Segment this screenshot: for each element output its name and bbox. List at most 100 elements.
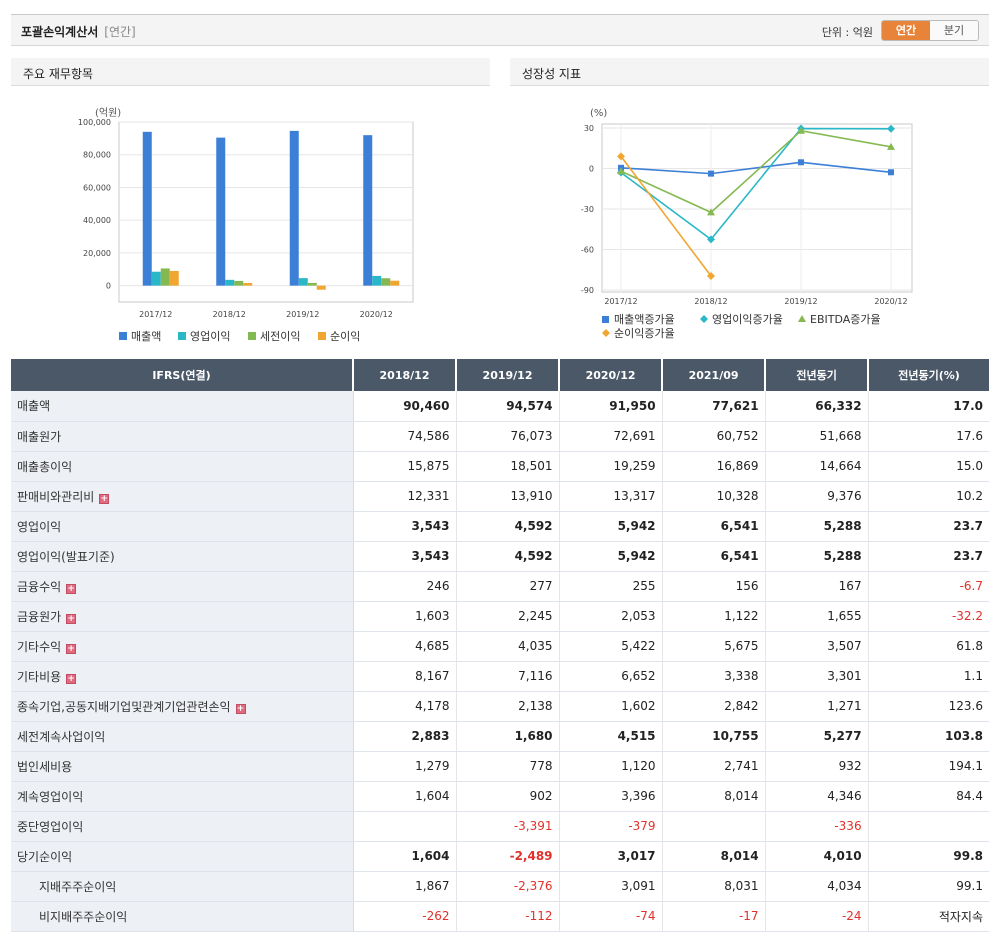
table-cell: 1,680 xyxy=(455,720,560,752)
table-row: 기타수익 +4,685 4,035 5,422 5,675 3,507 61.8 xyxy=(11,631,989,662)
table-cell: 4,346 xyxy=(764,781,869,812)
table-cell: 13,317 xyxy=(558,481,663,512)
row-label-text: 당기순이익 xyxy=(17,849,73,864)
expand-plus-icon[interactable]: + xyxy=(66,643,77,654)
table-cell: 1,867 xyxy=(352,871,457,902)
bar xyxy=(307,282,317,286)
row-label: 매출원가 xyxy=(11,421,354,452)
expand-plus-icon[interactable]: + xyxy=(66,613,77,624)
table-cell: 277 xyxy=(455,571,560,602)
row-label-text: 세전계속사업이익 xyxy=(17,729,106,744)
table-cell: 4,515 xyxy=(558,720,663,752)
table-cell: 74,586 xyxy=(352,421,457,452)
table-cell: -262 xyxy=(352,901,457,932)
table-cell: 5,942 xyxy=(558,510,663,542)
income-statement-table: IFRS(연결) 2018/12 2019/12 2020/12 2021/09… xyxy=(11,359,989,932)
line-chart-svg: (%) 30 0 -30 -60 -90 2017/12 2018/12 2019/12 2020… xyxy=(581,108,913,340)
table-row: 비지배주주순이익 -262 -112 -74 -17 -24 적자지속 xyxy=(11,901,989,932)
table-cell: 3,396 xyxy=(558,781,663,812)
row-label-text: 영업이익 xyxy=(17,519,62,534)
table-row: 기타비용 +8,167 7,116 6,652 3,338 3,301 1.1 xyxy=(11,661,989,692)
row-label-text: 영업이익(발표기준) xyxy=(17,549,115,564)
table-cell: 103.8 xyxy=(867,720,989,752)
legend-label: 순이익증가율 xyxy=(614,327,675,340)
table-cell: 15.0 xyxy=(867,451,989,482)
bar xyxy=(142,131,152,286)
series-line xyxy=(620,155,712,277)
legend-label: 매출액 xyxy=(131,330,161,343)
legend-label: EBITDA증가율 xyxy=(810,313,881,326)
legend-swatch xyxy=(178,332,186,340)
expand-plus-icon[interactable]: + xyxy=(66,673,77,684)
row-label: 금융수익 + xyxy=(11,571,354,602)
table-cell: 10,755 xyxy=(661,720,766,752)
bar xyxy=(381,278,391,286)
table-cell: 1,602 xyxy=(558,691,663,722)
table-cell: 6,652 xyxy=(558,661,663,692)
table-cell: 13,910 xyxy=(455,481,560,512)
table-cell: 90,460 xyxy=(352,391,457,422)
row-label: 종속기업,공동지배기업및관계기업관련손익 + xyxy=(11,691,354,722)
table-cell: 5,422 xyxy=(558,631,663,662)
expand-plus-icon[interactable]: + xyxy=(99,493,110,504)
y-axis-unit: (억원) xyxy=(95,107,121,119)
table-cell: 1,604 xyxy=(352,781,457,812)
bar xyxy=(160,268,170,286)
table-row: 종속기업,공동지배기업및관계기업관련손익 +4,178 2,138 1,602 2,84… xyxy=(11,691,989,722)
table-row: 계속영업이익 1,604 902 3,396 8,014 4,346 84.4 xyxy=(11,781,989,812)
annual-tab[interactable]: 연간 xyxy=(882,21,930,40)
table-cell: 2,741 xyxy=(661,751,766,782)
table-cell: -336 xyxy=(764,811,869,842)
table-cell: 8,167 xyxy=(352,661,457,692)
table-cell: 23.7 xyxy=(867,541,989,572)
row-label-text: 금융원가 xyxy=(17,609,62,624)
bar xyxy=(316,285,326,290)
table-cell: 2,053 xyxy=(558,601,663,632)
table-row: 매출액 90,460 94,574 91,950 77,621 66,332 17.0 xyxy=(11,391,989,422)
bar xyxy=(363,135,373,286)
data-point xyxy=(617,167,625,175)
table-cell: 4,034 xyxy=(764,871,869,902)
table-cell: -74 xyxy=(558,901,663,932)
data-point xyxy=(617,152,625,161)
row-label: 영업이익(발표기준) xyxy=(11,541,354,572)
expand-plus-icon[interactable]: + xyxy=(66,583,77,594)
col-header: 2020/12 xyxy=(559,359,664,391)
row-label-text: 매출총이익 xyxy=(17,459,73,474)
plot-area xyxy=(601,123,913,293)
table-cell: -17 xyxy=(661,901,766,932)
table-cell: 18,501 xyxy=(455,451,560,482)
table-cell: 51,668 xyxy=(764,421,869,452)
row-label-text: 판매비와관리비 xyxy=(17,489,95,504)
col-header: 전년동기(%) xyxy=(868,359,989,391)
col-header: 2019/12 xyxy=(456,359,561,391)
legend-label: 매출액증가율 xyxy=(614,313,675,326)
legend-label: 영업이익 xyxy=(190,330,230,343)
legend-label: 순이익 xyxy=(330,330,360,343)
y-tick-label: 20,000 xyxy=(83,249,111,258)
row-label: 기타비용 + xyxy=(11,661,354,692)
data-point xyxy=(888,169,894,176)
bar xyxy=(372,275,382,286)
table-cell: 10,328 xyxy=(661,481,766,512)
data-point xyxy=(707,235,715,244)
quarterly-tab[interactable]: 분기 xyxy=(930,21,978,40)
table-cell: 6,541 xyxy=(661,541,766,572)
legend-swatch xyxy=(602,316,609,323)
table-row: 금융원가 +1,603 2,245 2,053 1,122 1,655 -32.2 xyxy=(11,601,989,632)
bar xyxy=(169,270,179,286)
legend-swatch xyxy=(318,332,326,340)
data-point xyxy=(707,271,715,280)
table-row: 법인세비용 1,279 778 1,120 2,741 932 194.1 xyxy=(11,751,989,782)
legend-label: 영업이익증가율 xyxy=(712,313,783,326)
y-tick-label: -90 xyxy=(581,286,594,295)
key-items-bar-chart: (억원) 100,000 80,000 60,000 40,000 20,000 0 2017… xyxy=(11,90,490,350)
row-label: 기타수익 + xyxy=(11,631,354,662)
table-header-row: IFRS(연결) 2018/12 2019/12 2020/12 2021/09… xyxy=(11,359,989,391)
x-tick-label: 2019/12 xyxy=(784,297,817,306)
table-cell: 3,338 xyxy=(661,661,766,692)
table-cell: 17.6 xyxy=(867,421,989,452)
expand-plus-icon[interactable]: + xyxy=(235,703,246,714)
row-label-text: 기타수익 xyxy=(17,639,62,654)
table-cell: 3,301 xyxy=(764,661,869,692)
